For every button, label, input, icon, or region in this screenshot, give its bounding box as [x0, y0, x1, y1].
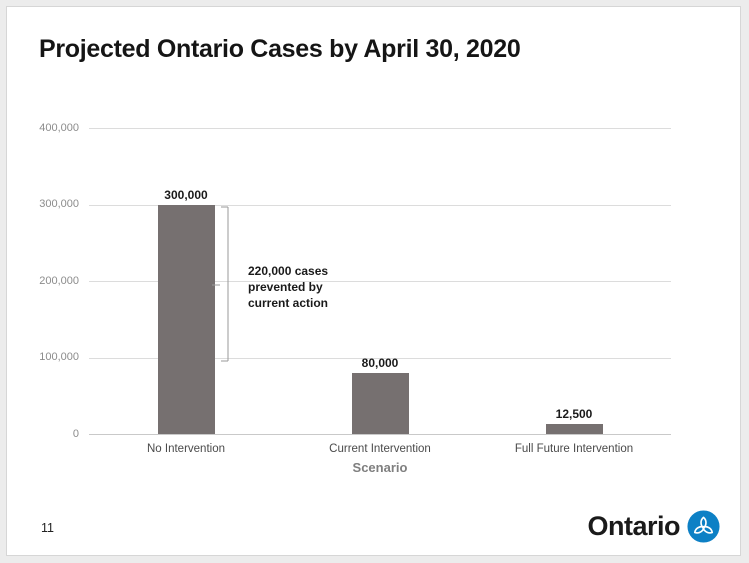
gridline: [89, 434, 671, 435]
gridline: [89, 281, 671, 282]
bar-category-label: No Intervention: [147, 443, 225, 455]
gridline: [89, 204, 671, 206]
y-tick-label: 100,000: [39, 351, 79, 363]
chart-title: Projected Ontario Cases by April 30, 202…: [39, 35, 521, 63]
ontario-logo: Ontario: [587, 510, 720, 543]
slide: Projected Ontario Cases by April 30, 202…: [6, 6, 741, 556]
page-number: 11: [41, 521, 54, 535]
bar-category-label: Full Future Intervention: [514, 443, 634, 455]
bar-category-label: Current Intervention: [329, 443, 431, 455]
annotation-label: 220,000 cases prevented by current actio…: [248, 264, 329, 310]
y-tick-label: 0: [72, 427, 79, 440]
gridline: [89, 128, 671, 129]
bar-value-label: 80,000: [361, 355, 399, 370]
gridline: [89, 357, 671, 359]
annotation-bracket: [212, 206, 229, 362]
ontario-trillium-icon: [687, 510, 720, 543]
bar: [157, 204, 215, 434]
y-tick-label: 300,000: [39, 198, 79, 210]
x-axis-title: Scenario: [352, 460, 408, 475]
bar-value-label: 300,000: [164, 187, 208, 202]
y-tick-label: 400,000: [39, 121, 79, 134]
y-tick-label: 200,000: [39, 274, 79, 287]
ontario-wordmark: Ontario: [587, 511, 680, 541]
bar: [351, 372, 409, 434]
bar-chart: 0 100,000 200,000 300,000 400,000 300,000 No …: [7, 7, 740, 555]
bar-value-label: 12,500: [555, 407, 593, 422]
bar: [545, 424, 603, 434]
